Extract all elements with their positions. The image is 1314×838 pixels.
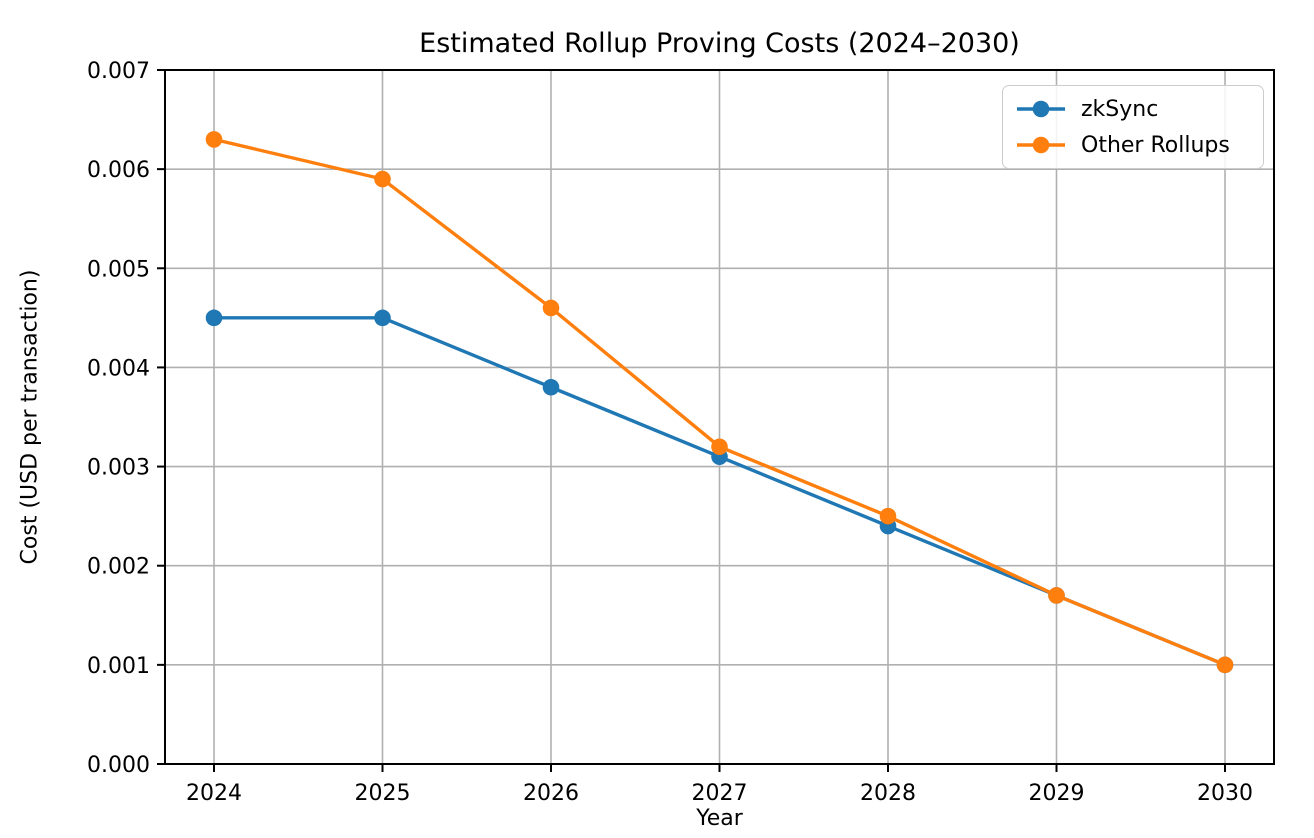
legend-marker-sample: [1032, 136, 1050, 154]
data-point-marker: [205, 131, 223, 148]
legend-label: zkSync: [1081, 96, 1159, 122]
y-tick-label: 0.005: [87, 257, 150, 282]
legend-swatch: [1017, 136, 1065, 154]
legend-label: Other Rollups: [1081, 132, 1230, 158]
data-point-marker: [205, 309, 223, 327]
y-tick-label: 0.003: [87, 456, 150, 481]
legend-swatch: [1017, 100, 1065, 118]
x-tick-label: 2030: [1197, 781, 1253, 806]
legend-marker-sample: [1032, 100, 1050, 118]
x-tick-label: 2025: [355, 781, 411, 806]
x-tick-label: 2026: [523, 781, 579, 806]
y-tick-label: 0.004: [87, 356, 150, 381]
data-point-marker: [542, 378, 560, 396]
legend: zkSync Other Rollups: [1002, 85, 1264, 169]
data-point-marker: [711, 438, 728, 456]
data-point-marker: [374, 170, 391, 188]
y-tick-label: 0.001: [87, 654, 150, 679]
data-point-marker: [374, 309, 391, 327]
chart-title: Estimated Rollup Proving Costs (2024–203…: [419, 28, 1020, 59]
data-point-marker: [879, 507, 897, 525]
x-tick-label: 2029: [1029, 781, 1085, 806]
x-axis-label: Year: [696, 806, 743, 831]
data-point-marker: [1216, 656, 1234, 674]
y-tick-label: 0.007: [87, 59, 150, 84]
x-tick-label: 2024: [186, 781, 242, 806]
legend-item-other-rollups: Other Rollups: [1015, 131, 1251, 159]
x-tick-label: 2028: [860, 781, 916, 806]
x-tick-label: 2027: [692, 781, 748, 806]
data-point-marker: [1048, 587, 1065, 604]
legend-item-zksync: zkSync: [1015, 95, 1251, 123]
y-tick-label: 0.006: [87, 158, 150, 183]
data-point-marker: [542, 299, 560, 317]
y-tick-label: 0.000: [87, 753, 150, 778]
y-tick-label: 0.002: [87, 555, 150, 580]
